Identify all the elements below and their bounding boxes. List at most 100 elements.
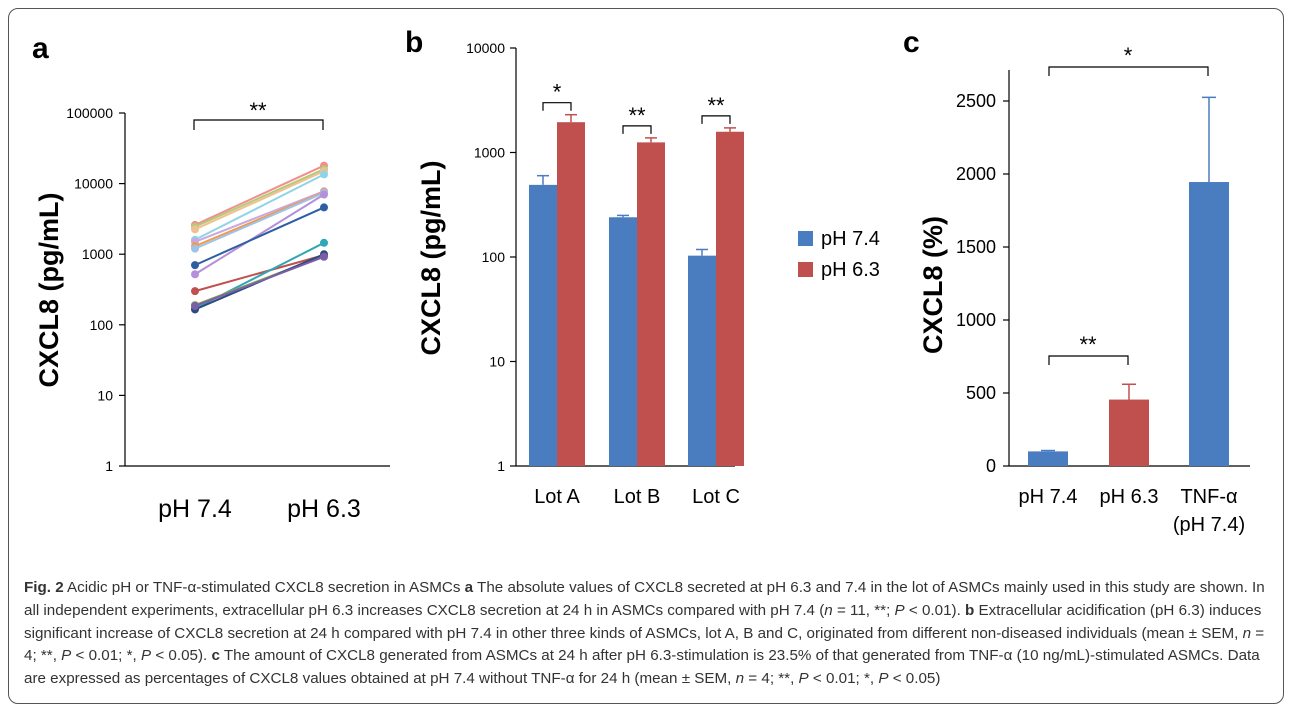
panel-a-ytick-label: 1000	[82, 246, 113, 262]
panel-b-ytick-label: 100	[482, 249, 506, 265]
caption-b-text-4: < 0.05).	[151, 647, 212, 665]
caption-n-1: n	[824, 601, 833, 619]
panel-c-ytick-label: 2500	[956, 91, 996, 111]
panel-c-bracket-double-star: **	[1048, 332, 1129, 365]
panel-a-xlabel-2: pH 6.3	[287, 495, 361, 523]
panel-a-series-line-3	[194, 170, 325, 231]
panel-b-ytick-label: 1000	[474, 145, 505, 161]
caption-c-text-4: < 0.05)	[888, 670, 941, 688]
panel-c-xlabel-2: pH 6.3	[1100, 486, 1159, 508]
caption-b-text-1: Extracellular acidification (pH 6.3) ind…	[24, 601, 1262, 642]
panel-a-x-labels: pH 7.4 pH 6.3	[158, 495, 361, 523]
panel-b-sig-label: **	[707, 93, 725, 118]
panel-c-x-labels: pH 7.4 pH 6.3 TNF-α (pH 7.4)	[1019, 486, 1246, 536]
panel-c-bar-2	[1109, 399, 1149, 466]
panel-a-ytick-label: 100	[90, 317, 114, 333]
panel-a-point-9-1	[191, 261, 199, 270]
panel-a-series-line-10	[194, 254, 325, 293]
panel-a-point-14-1	[191, 301, 199, 310]
panel-b-bracket	[622, 125, 652, 134]
panel-b-xlabel-1: Lot A	[534, 486, 580, 508]
panel-c-ytick-label: 500	[966, 383, 996, 403]
figure-caption: Fig. 2 Acidic pH or TNF-α-stimulated CXC…	[24, 577, 1276, 691]
panel-c-xlabel-3: TNF-α	[1180, 486, 1237, 508]
caption-a-text-1: The absolute values of CXCL8 secreted at…	[24, 579, 1265, 619]
panel-b-sig-label: **	[628, 103, 646, 128]
panel-c-bar-3	[1189, 182, 1229, 466]
caption-a-letter: a	[464, 579, 474, 596]
panel-b-xlabel-3: Lot C	[692, 486, 740, 508]
legend-swatch-ph63	[798, 262, 813, 277]
caption-b-text-3: < 0.01; *,	[71, 647, 141, 665]
caption-n-2: n	[1242, 624, 1252, 642]
panel-a-xlabel-1: pH 7.4	[158, 495, 232, 523]
legend-swatch-ph74	[798, 231, 813, 246]
panel-c-sig-star: *	[1124, 43, 1133, 68]
panel-a-point-9-2	[320, 203, 328, 212]
panel-b-legend: pH 7.4 pH 6.3	[798, 228, 880, 281]
panel-a-point-3-1	[191, 225, 199, 234]
figure-frame	[8, 8, 1284, 704]
panel-a-series-line-1	[194, 164, 325, 226]
panel-a-series-line-7	[194, 191, 325, 250]
panel-a-y-ticks: 1 10 100 1000 10000 100000	[66, 105, 125, 474]
panel-a-series-line-5	[194, 190, 325, 243]
panel-a-ylabel: CXCL8 (pg/mL)	[34, 193, 64, 388]
panel-a-point-8-1	[191, 270, 199, 279]
legend-label-ph63: pH 6.3	[821, 259, 880, 281]
panel-c-letter: c	[903, 26, 920, 59]
panel-b-bar-1-1	[529, 184, 557, 466]
caption-p-2: P	[61, 647, 72, 665]
panel-a-letter: a	[32, 32, 49, 65]
caption-c-text-1: The amount of CXCL8 generated from ASMCs…	[24, 647, 1260, 688]
panel-b-bar-2-1	[609, 217, 637, 466]
caption-p-1: P	[894, 601, 905, 619]
panel-c-bar-1	[1028, 451, 1068, 466]
panel-a-significance-bracket: **	[193, 98, 324, 130]
panel-b-ytick-label: 10	[489, 354, 505, 370]
caption-b-text-2: = 4; **,	[24, 624, 1265, 665]
panel-c-ytick-label: 1000	[956, 310, 996, 330]
caption-p-4: P	[798, 670, 809, 688]
panel-c: c CXCL8 (%) 0 500 1000 1500 2000 2500 pH 7.4 …	[903, 26, 1250, 536]
panel-a: a CXCL8 (pg/mL) 1 10 100 1000 10000 100000 pH…	[32, 32, 390, 523]
caption-a-text-3: < 0.01).	[904, 601, 966, 619]
panel-c-ytick-label: 0	[986, 456, 996, 476]
panel-a-point-10-1	[191, 287, 199, 296]
caption-c-text-2: = 4; **,	[744, 670, 799, 688]
panel-a-ytick-label: 10000	[74, 176, 113, 192]
panel-c-y-ticks: 0 500 1000 1500 2000 2500	[956, 91, 1009, 476]
panel-b-bar-1-2	[557, 122, 585, 467]
panel-a-point-14-2	[320, 252, 328, 261]
legend-label-ph74: pH 7.4	[821, 228, 880, 250]
panel-a-ytick-label: 100000	[66, 105, 113, 121]
panel-a-series-line-9	[194, 206, 325, 267]
panel-a-ytick-label: 10	[97, 387, 113, 403]
panel-c-ytick-label: 2000	[956, 164, 996, 184]
panel-a-ytick-label: 1	[105, 458, 113, 474]
panel-c-bracket-star: *	[1048, 43, 1209, 76]
caption-p-3: P	[140, 647, 152, 665]
panel-b-ytick-label: 10000	[466, 40, 505, 56]
panel-c-xlabel-3b: (pH 7.4)	[1173, 514, 1245, 536]
panel-b-bracket	[701, 115, 731, 124]
panel-b-ytick-label: 1	[497, 458, 505, 474]
panel-a-series-line-4	[194, 173, 325, 241]
panel-a-point-7-1	[191, 244, 199, 253]
panel-b-y-ticks: 1 10 100 1000 10000	[466, 40, 516, 474]
panel-b-bracket	[542, 102, 572, 111]
panel-b-bar-3-2	[716, 131, 744, 466]
panel-b-ylabel: CXCL8 (pg/mL)	[416, 161, 446, 356]
panel-a-series-line-14	[194, 255, 325, 307]
panel-c-xlabel-1: pH 7.4	[1019, 486, 1078, 508]
panel-c-ylabel: CXCL8 (%)	[918, 216, 948, 354]
panel-b-x-labels: Lot A Lot B Lot C	[534, 486, 740, 508]
panel-b-sig-label: *	[553, 80, 562, 105]
panel-a-series-line-8	[194, 193, 325, 276]
caption-title: Acidic pH or TNF-α-stimulated CXCL8 secr…	[63, 579, 465, 596]
panel-a-series-line-2	[194, 168, 325, 228]
panel-c-bars	[1028, 96, 1229, 466]
caption-c-text-3: < 0.01; *,	[808, 670, 879, 688]
